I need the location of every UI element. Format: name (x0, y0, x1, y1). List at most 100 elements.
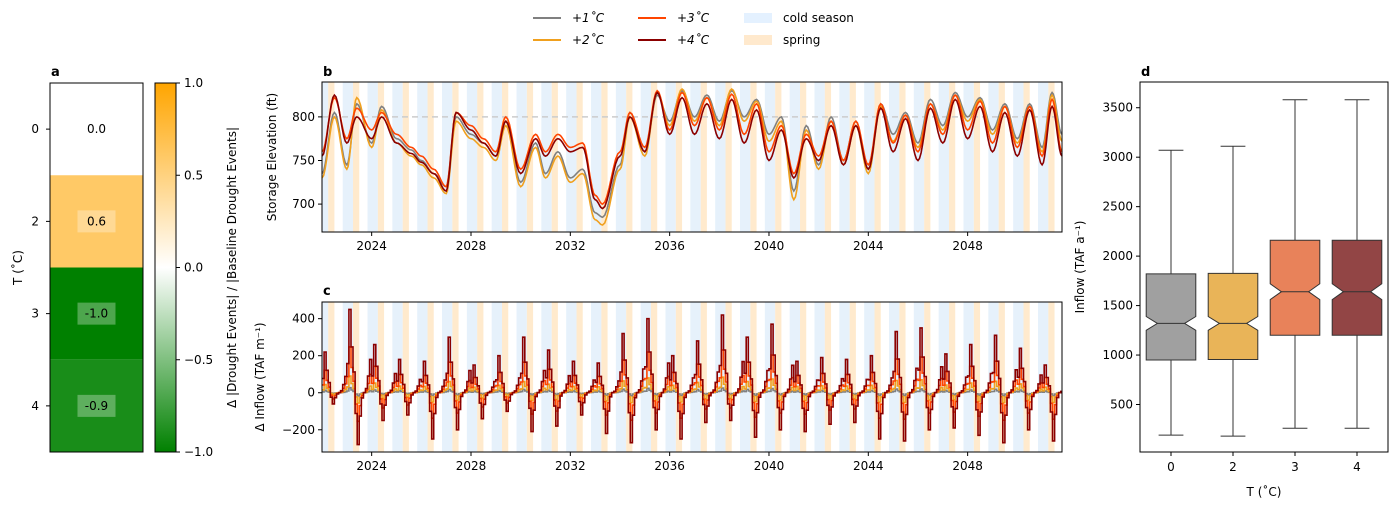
cold-season-band (938, 302, 950, 452)
panel-label-c: c (323, 284, 331, 299)
cold-season-band (322, 82, 329, 232)
spring-band (973, 82, 981, 232)
cold-season-band (715, 82, 726, 232)
box (1269, 239, 1321, 336)
cold-season-band (640, 302, 652, 452)
spring-band (402, 302, 409, 452)
spring-band (377, 302, 385, 452)
y-tick-label: 400 (292, 312, 315, 326)
y-tick-label: 800 (292, 110, 315, 124)
x-tick-label: 2024 (356, 239, 387, 253)
y-tick-label: 0 (307, 386, 315, 400)
spring-band (576, 302, 583, 452)
x-tick-label: 2024 (356, 459, 387, 473)
cold-season-band (665, 302, 676, 452)
cold-season-band (963, 82, 974, 232)
colorbar-tick-label: −1.0 (184, 445, 213, 459)
colorbar-tick-label: 0.5 (184, 168, 203, 182)
colorbar-label: Δ |Drought Events| / |Baseline Drought E… (225, 127, 239, 408)
panel-c: c 2024 2028 2032 2036 2040 2044 2048 400 200 0 −200… (253, 284, 1063, 473)
cold-season-band (814, 302, 825, 452)
spring-band (526, 302, 534, 452)
x-tick-label: 2032 (555, 459, 586, 473)
panel-label-d: d (1141, 65, 1150, 80)
spring-band (328, 82, 335, 232)
heatmap-label-bg (77, 302, 116, 325)
legend-label: cold season (783, 11, 854, 25)
spring-band (725, 302, 732, 452)
y-tick-label: 200 (292, 349, 315, 363)
cold-season-band (913, 302, 925, 452)
cold-season-band (864, 82, 875, 232)
panel-label-b: b (323, 65, 332, 80)
cold-season-band (764, 82, 776, 232)
heatmap-value-label: -0.9 (85, 399, 108, 413)
x-tick-label: 2 (1229, 460, 1237, 474)
panel-b: b 2024 2028 2032 2036 2040 2044 2048 700 750 800 St… (265, 65, 1063, 253)
heatmap-cell (50, 267, 143, 360)
heatmap-value-label: 0.0 (87, 122, 106, 136)
spring-band (700, 302, 707, 452)
spring-band (924, 302, 931, 452)
heatmap-cell (50, 83, 143, 176)
heatmap-frame (49, 82, 144, 453)
spring-band (477, 82, 484, 232)
spring-band (750, 302, 757, 452)
spring-band (477, 302, 484, 452)
cold-season-band (591, 302, 602, 452)
legend-label: +2˚C (572, 32, 605, 47)
cold-season-band (322, 302, 329, 452)
panel-a: a 0.0 0 0.6 2 -1.0 3 -0.9 4 T (˚C) 1.0 0.5 0.0 −0.5 −1… (10, 65, 239, 459)
cold-season-band (814, 82, 825, 232)
spring-band (427, 82, 434, 232)
cold-season-band (988, 302, 999, 452)
axes-frame (1139, 81, 1389, 453)
spring-band (651, 82, 658, 232)
ylabel-d: Inflow (TAF a⁻¹) (1073, 221, 1087, 314)
axes-frame (321, 301, 1063, 453)
row-tick-label: 2 (31, 214, 39, 228)
x-tick-label: 2028 (456, 459, 487, 473)
cold-season-band (864, 302, 875, 452)
spring-band (626, 302, 633, 452)
x-tick-label: 2028 (456, 239, 487, 253)
spring-band (353, 302, 360, 452)
legend: +1˚C +2˚C +3˚C +4˚C cold season spring (533, 10, 854, 47)
spring-band (1023, 302, 1030, 452)
legend-label: spring (783, 33, 820, 47)
spring-band (775, 82, 782, 232)
cold-season-band (1037, 82, 1049, 232)
spring-band (452, 302, 459, 452)
cold-season-band (665, 82, 676, 232)
row-tick-label: 4 (31, 399, 39, 413)
spring-band (502, 82, 509, 232)
y-tick-label: −200 (282, 423, 315, 437)
cold-season-band (367, 302, 378, 452)
cold-season-band (566, 82, 577, 232)
row-tick-label: 3 (31, 307, 39, 321)
y-tick-label: 3500 (1102, 101, 1133, 115)
y-tick-label: 2000 (1102, 249, 1133, 263)
cold-season-band (764, 302, 776, 452)
y-tick-label: 750 (292, 153, 315, 167)
cold-season-band (566, 302, 577, 452)
cold-season-band (988, 82, 999, 232)
spring-band (328, 302, 335, 452)
heatmap-cell (50, 359, 143, 452)
cold-season-band (740, 302, 751, 452)
legend-swatch (744, 35, 772, 45)
series-line (321, 89, 1063, 206)
spring-band (377, 82, 385, 232)
x-tick-label: 2036 (654, 459, 685, 473)
box (1331, 239, 1383, 336)
spring-band (1023, 82, 1030, 232)
spring-band (949, 82, 956, 232)
cold-season-band (690, 82, 701, 232)
spring-band (874, 82, 881, 232)
spring-band (998, 82, 1005, 232)
y-tick-label: 1500 (1102, 299, 1133, 313)
cold-season-band (491, 302, 503, 452)
y-tick-label: 3000 (1102, 150, 1133, 164)
spring-band (551, 302, 558, 452)
spring-band (998, 302, 1005, 452)
